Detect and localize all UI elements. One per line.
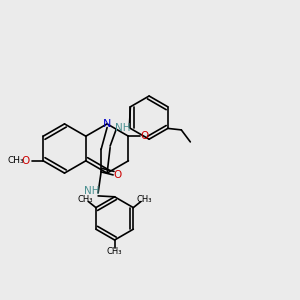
Text: O: O [141,131,149,141]
Text: CH₃: CH₃ [107,247,122,256]
Text: O: O [113,170,122,180]
Text: CH₃: CH₃ [78,195,93,204]
Text: N: N [103,119,111,129]
Text: NH: NH [84,186,99,197]
Text: CH₃: CH₃ [136,195,152,204]
Text: CH₃: CH₃ [8,156,25,165]
Text: NH: NH [115,123,130,133]
Text: O: O [21,156,29,166]
